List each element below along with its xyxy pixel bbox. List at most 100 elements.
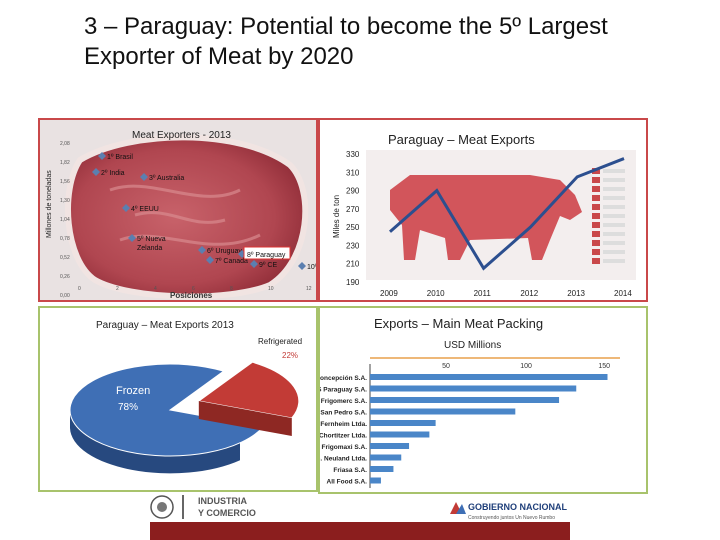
seal-center: [157, 502, 167, 512]
bar-category-label: Friasa S.A.: [333, 467, 367, 474]
me-point-label: 3º Australia: [149, 175, 184, 182]
line-ytick-label: 190: [346, 278, 360, 287]
seal-icon: [150, 495, 174, 519]
title-line-1: 3 – Paraguay: Potential to become the 5º…: [84, 13, 608, 40]
pie-side-frozen: [70, 410, 240, 474]
line-ytick-label: 330: [346, 150, 360, 159]
line-xtick-label: 2013: [567, 289, 585, 298]
meat-exporters-xlabel: Posiciones: [170, 291, 213, 300]
line-chart-title: Paraguay – Meat Exports: [388, 132, 535, 147]
bar-rect: [370, 431, 430, 438]
steak-background-image: [65, 134, 309, 300]
me-ytick-label: 1,30: [60, 198, 70, 204]
cow-legend-swatch: [592, 222, 600, 228]
me-xtick-label: 2: [116, 286, 119, 292]
me-point: [92, 168, 100, 176]
line-chart-ylabel: Miles de ton: [332, 195, 341, 238]
me-point: [198, 246, 206, 254]
cow-legend-text-placeholder: [603, 259, 625, 263]
me-point: [122, 204, 130, 212]
cow-legend-swatch: [592, 195, 600, 201]
me-ytick-label: 0,52: [60, 255, 70, 261]
ministry-logo-line2: Y COMERCIO: [198, 508, 256, 518]
cow-legend: [592, 168, 625, 264]
bar-rect: [370, 408, 516, 415]
pie-label-frozen: Frozen: [116, 385, 150, 397]
cow-legend-text-placeholder: [603, 178, 625, 182]
paraguay-highlight: [243, 246, 291, 260]
bar-rect: [370, 466, 394, 472]
cow-legend-text-placeholder: [603, 205, 625, 209]
gobierno-emblem-icon-2: [456, 504, 466, 514]
me-point: [128, 234, 136, 242]
pie-value-refrigerated: 22%: [282, 351, 298, 360]
logo-divider: [182, 495, 184, 519]
title-line-2: Exporter of Meat by 2020: [84, 43, 354, 70]
meat-exports-pie-panel: Paraguay – Meat Exports 2013 Refrigerate…: [38, 306, 318, 492]
meat-exporters-yticks: 2,08 1,82 1,56 1,30 1,04 0,78 0,52 0,26 0,00: [60, 141, 70, 299]
line-chart-series: [389, 157, 625, 271]
ministry-logo: INDUSTRIA Y COMERCIO: [150, 492, 320, 522]
bar-category-label: San Pedro S.A.: [320, 410, 367, 417]
line-xtick-label: 2009: [380, 289, 398, 298]
cow-legend-text-placeholder: [603, 169, 625, 173]
bar-rect: [370, 397, 560, 403]
meat-packing-bar-chart: Exports – Main Meat Packing USD Millions…: [320, 316, 620, 488]
cow-legend-swatch: [592, 231, 600, 237]
bar-rect: [370, 420, 436, 426]
cow-legend-text-placeholder: [603, 214, 625, 218]
meat-exports-pie-chart: Paraguay – Meat Exports 2013 Refrigerate…: [69, 320, 302, 474]
pie-slice-frozen: [69, 363, 264, 457]
cow-legend-swatch: [592, 177, 600, 183]
me-point-label: 10º México: [307, 264, 316, 271]
me-xtick-label: 12: [306, 286, 312, 292]
bar-category-label: JBS Paraguay S.A.: [320, 387, 367, 394]
meat-exporters-xticks: 0 2 4 6 8 10 12: [78, 286, 312, 292]
cow-legend-text-placeholder: [603, 187, 625, 191]
bar-xtick-label: 50: [442, 363, 450, 370]
me-point-label: 4º EEUU: [131, 206, 159, 213]
pie-side-refrigerated: [198, 401, 292, 436]
me-ytick-label: 1,04: [60, 217, 70, 223]
me-ytick-label: 1,56: [60, 179, 70, 185]
cow-legend-swatch: [592, 258, 600, 264]
bar-rect: [370, 385, 577, 392]
me-point: [98, 152, 106, 160]
pie-value-frozen: 78%: [118, 402, 138, 413]
line-ytick-label: 250: [346, 223, 360, 232]
cow-legend-swatch: [592, 186, 600, 192]
bar-category-label: Coop. Fernheim Ltda.: [320, 421, 367, 428]
me-ytick-label: 2,08: [60, 141, 70, 147]
line-ytick-label: 230: [346, 241, 360, 250]
cow-legend-text-placeholder: [603, 196, 625, 200]
bar-subtitle: USD Millions: [444, 340, 501, 351]
meat-exporters-title: Meat Exporters - 2013: [132, 130, 231, 141]
line-ytick-label: 290: [346, 187, 360, 196]
bar-category-label: Concepción S.A.: [320, 375, 367, 382]
meat-exporters-points: 1º Brasil 2º India 3º Australia 4º EEUU 5º N…: [92, 152, 316, 271]
meat-exporters-chart: Meat Exporters - 2013 Millones de tonela…: [46, 130, 316, 300]
line-xtick-label: 2011: [474, 289, 492, 298]
cow-legend-swatch: [592, 249, 600, 255]
pie-slice-refrigerated: [197, 361, 300, 419]
line-ytick-label: 310: [346, 168, 360, 177]
cow-legend-swatch: [592, 240, 600, 246]
line-xtick-label: 2014: [614, 289, 632, 298]
gobierno-logo: GOBIERNO NACIONAL Construyendo juntos Un…: [446, 496, 586, 522]
me-point-label: 9º CE: [259, 262, 277, 269]
gobierno-logo-line1: GOBIERNO NACIONAL: [468, 502, 568, 512]
bar-rect: [370, 454, 402, 461]
bar-category-label: Coop. Chortitzer Ltda.: [320, 433, 367, 440]
line-ytick-label: 270: [346, 205, 360, 214]
me-ytick-label: 0,00: [60, 293, 70, 299]
line-chart-yticks: 330 310 290 270 250 230 210 190: [346, 150, 360, 287]
gobierno-logo-line2: Construyendo juntos Un Nuevo Rumbo: [468, 515, 555, 521]
bar-category-label: Frigomaxi S.A.: [321, 444, 367, 451]
me-point-label: 7º Canadá: [215, 258, 248, 265]
bar-rect: [370, 443, 410, 449]
cow-silhouette: [390, 175, 582, 260]
me-xtick-label: 0: [78, 286, 81, 292]
paraguay-exports-line-panel: 330 310 290 270 250 230 210 190 2009 2010 2011 201…: [318, 118, 648, 302]
me-ytick-label: 0,26: [60, 274, 70, 280]
me-point: [140, 173, 148, 181]
